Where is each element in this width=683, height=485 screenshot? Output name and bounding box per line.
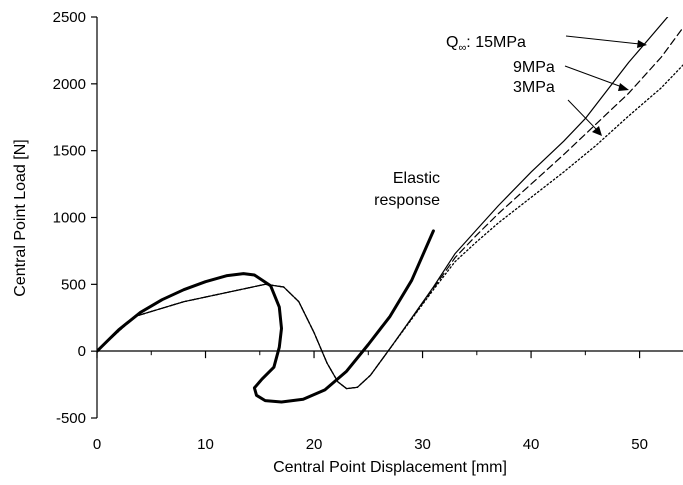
arrow-15mpa-shaft <box>565 35 641 45</box>
q-subscript: ∞ <box>458 42 466 54</box>
arrow-9mpa-head <box>618 83 629 91</box>
y-axis-title: Central Point Load [N] <box>12 139 29 296</box>
series-line-2 <box>97 27 683 390</box>
q-15mpa-text: : 15MPa <box>466 34 526 51</box>
tick-labels: 0 10 20 30 40 50 -500 0 500 1000 1500 2000 2500 <box>53 9 648 453</box>
arrow-3mpa-head <box>592 126 602 136</box>
y-tick-label: 0 <box>78 343 86 360</box>
x-tick-label: 40 <box>523 436 540 453</box>
y-tick-label: 2500 <box>53 9 86 26</box>
label-9mpa: 9MPa <box>513 59 555 76</box>
tick-marks <box>91 16 641 419</box>
elastic-label-line2: response <box>374 192 440 209</box>
x-tick-label: 20 <box>306 436 323 453</box>
y-tick-label: 1500 <box>53 143 86 160</box>
q-15mpa-label: Q∞: 15MPa <box>446 34 526 54</box>
arrow-9mpa-shaft <box>564 65 623 88</box>
x-tick-label: 0 <box>93 436 101 453</box>
arrow-15mpa-head <box>637 40 647 48</box>
q-symbol: Q <box>446 34 458 51</box>
x-tick-label: 50 <box>631 436 648 453</box>
y-tick-label: 1000 <box>53 210 86 227</box>
elastic-label-line1: Elastic <box>393 170 440 187</box>
y-tick-label: 500 <box>61 276 86 293</box>
series-line-0 <box>97 229 435 404</box>
series-lines <box>97 17 683 404</box>
x-tick-label: 30 <box>414 436 431 453</box>
series-line-3 <box>97 64 683 390</box>
y-tick-label: -500 <box>56 410 86 427</box>
x-tick-label: 10 <box>197 436 214 453</box>
x-axis-title: Central Point Displacement [mm] <box>273 459 507 476</box>
y-tick-label: 2000 <box>53 76 86 93</box>
label-3mpa: 3MPa <box>513 79 555 96</box>
arrow-3mpa-shaft <box>567 99 598 131</box>
